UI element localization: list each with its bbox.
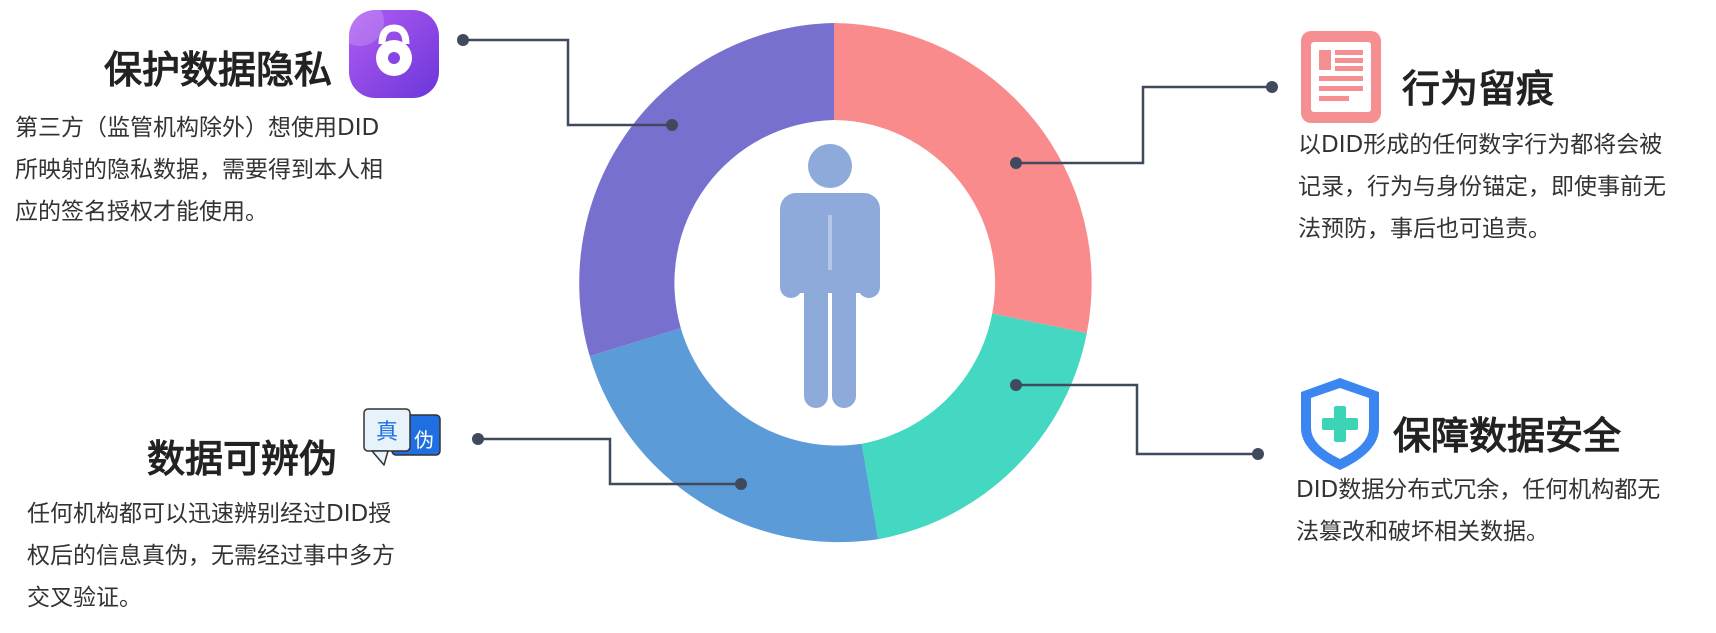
donut-segment-security [861, 313, 1087, 540]
true-false-badge-icon: 真 伪 [363, 408, 441, 466]
connector-verify [478, 437, 741, 486]
shield-plus-icon [1301, 378, 1379, 470]
description-line: 记录，行为与身份锚定，即使事前无 [1298, 174, 1666, 200]
donut-segment-trace [834, 23, 1092, 334]
connector-dot [472, 433, 484, 445]
badge-false-label: 伪 [414, 428, 434, 452]
donut-ring [579, 23, 1092, 543]
feature-privacy-title: 保护数据隐私 [104, 48, 333, 92]
connector-dot [457, 34, 469, 46]
lock-icon [336, 0, 439, 98]
feature-privacy-description: 第三方（监管机构除外）想使用DID 所映射的隐私数据，需要得到本人相 应的签名授… [15, 107, 383, 233]
donut-segment-privacy [579, 23, 834, 356]
description-line: DID数据分布式冗余，任何机构都无 [1296, 477, 1661, 503]
feature-verify-description: 任何机构都可以迅速辨别经过DID授 权后的信息真伪，无需经过事中多方 交叉验证。 [27, 493, 395, 619]
description-line: 应的签名授权才能使用。 [15, 199, 268, 225]
description-line: 以DID形成的任何数字行为都将会被 [1298, 132, 1663, 158]
description-line: 法篡改和破坏相关数据。 [1296, 519, 1549, 545]
donut-segment-verify [589, 328, 879, 543]
description-line: 任何机构都可以迅速辨别经过DID授 [27, 501, 392, 527]
person-icon [780, 144, 880, 408]
connectors [463, 38, 1272, 486]
connector-dot [1010, 379, 1022, 391]
badge-true-label: 真 [376, 420, 398, 445]
description-line: 交叉验证。 [27, 585, 142, 611]
connector-dot [1252, 448, 1264, 460]
description-line: 第三方（监管机构除外）想使用DID [15, 115, 380, 141]
connector-security [1016, 383, 1258, 456]
connector-dot [1266, 81, 1278, 93]
description-line: 权后的信息真伪，无需经过事中多方 [27, 543, 395, 569]
feature-trace-title: 行为留痕 [1402, 67, 1555, 111]
description-line: 所映射的隐私数据，需要得到本人相 [15, 157, 383, 183]
connector-dot [1010, 157, 1022, 169]
feature-security-description: DID数据分布式冗余，任何机构都无 法篡改和破坏相关数据。 [1296, 469, 1660, 553]
feature-verify-title: 数据可辨伪 [147, 437, 338, 481]
feature-trace-description: 以DID形成的任何数字行为都将会被 记录，行为与身份锚定，即使事前无 法预防，事… [1298, 124, 1666, 250]
connector-dot [666, 119, 678, 131]
connector-dot [735, 478, 747, 490]
connector-privacy [463, 38, 672, 127]
document-icon [1301, 31, 1381, 123]
feature-security-title: 保障数据安全 [1393, 414, 1622, 458]
connector-trace [1016, 85, 1272, 165]
connector-dots [457, 34, 1278, 490]
description-line: 法预防，事后也可追责。 [1298, 216, 1551, 242]
